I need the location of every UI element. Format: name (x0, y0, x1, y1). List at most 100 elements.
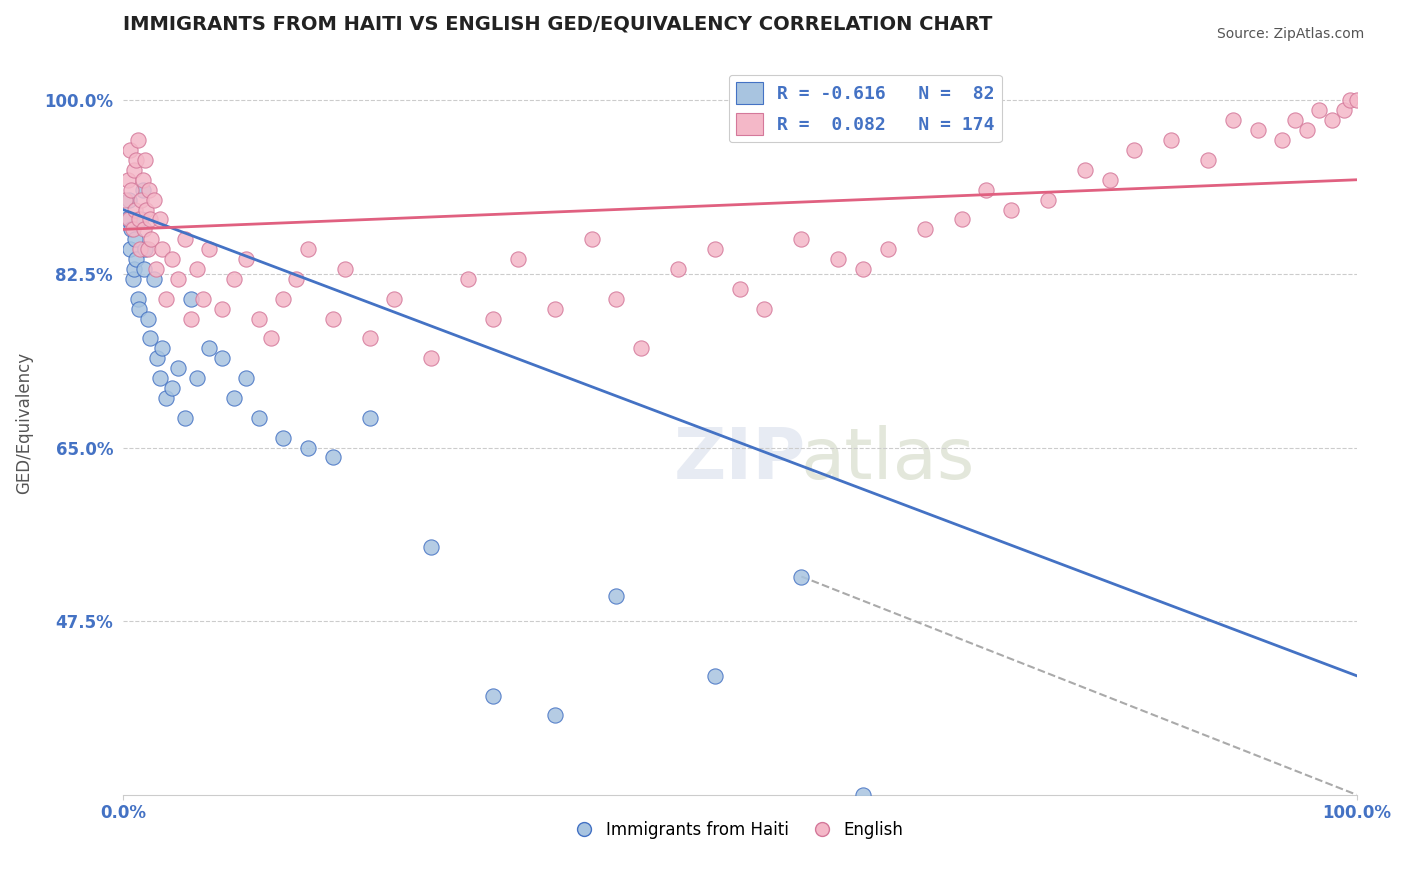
Point (876, 242, 898, 256)
Point (284, 272, 307, 286)
Point (134, 242, 156, 256)
Point (186, 262, 208, 277)
Point (1333, 103, 1355, 118)
Point (117, 173, 139, 187)
Point (135, 202, 157, 217)
Point (127, 292, 149, 306)
Point (132, 222, 155, 236)
Point (167, 361, 190, 376)
Point (124, 202, 146, 217)
Point (131, 183, 153, 197)
Point (1000, 202, 1022, 217)
Point (149, 371, 172, 385)
Point (420, 351, 443, 366)
Point (120, 143, 142, 157)
Point (247, 410, 270, 425)
Point (297, 441, 319, 455)
Point (976, 183, 998, 197)
Point (382, 292, 405, 306)
Point (139, 212, 162, 227)
Point (129, 242, 152, 256)
Point (136, 242, 159, 256)
Point (1198, 153, 1220, 167)
Y-axis label: GED/Equivalency: GED/Equivalency (15, 351, 32, 494)
Point (138, 183, 160, 197)
Point (950, 212, 973, 227)
Point (322, 311, 344, 326)
Point (121, 222, 143, 236)
Point (543, 301, 565, 316)
Point (139, 331, 162, 345)
Point (506, 252, 529, 266)
Point (134, 153, 156, 167)
Point (271, 431, 294, 445)
Point (271, 292, 294, 306)
Point (297, 242, 319, 256)
Point (180, 311, 202, 326)
Point (1247, 123, 1270, 137)
Point (191, 292, 214, 306)
Point (1222, 113, 1244, 128)
Point (180, 292, 202, 306)
Point (149, 212, 172, 227)
Point (827, 252, 849, 266)
Point (118, 212, 141, 227)
Point (121, 222, 143, 236)
Point (127, 133, 149, 147)
Text: atlas: atlas (800, 425, 974, 494)
Point (1284, 113, 1306, 128)
Point (167, 272, 190, 286)
Point (146, 351, 169, 366)
Point (198, 242, 221, 256)
Point (114, 193, 136, 207)
Point (131, 193, 153, 207)
Point (482, 311, 505, 326)
Point (1296, 123, 1319, 137)
Point (666, 262, 689, 277)
Point (1098, 173, 1121, 187)
Point (122, 262, 145, 277)
Point (457, 272, 479, 286)
Text: IMMIGRANTS FROM HAITI VS ENGLISH GED/EQUIVALENCY CORRELATION CHART: IMMIGRANTS FROM HAITI VS ENGLISH GED/EQU… (122, 15, 993, 34)
Point (122, 162, 145, 177)
Legend: Immigrants from Haiti, English: Immigrants from Haiti, English (569, 814, 910, 846)
Point (150, 242, 173, 256)
Point (247, 311, 270, 326)
Point (173, 410, 195, 425)
Point (145, 262, 167, 277)
Point (1160, 133, 1182, 147)
Point (420, 540, 443, 554)
Point (852, 262, 875, 277)
Point (235, 252, 257, 266)
Text: Source: ZipAtlas.com: Source: ZipAtlas.com (1216, 27, 1364, 41)
Point (118, 193, 141, 207)
Point (132, 262, 155, 277)
Point (142, 272, 165, 286)
Point (333, 262, 356, 277)
Point (1123, 143, 1146, 157)
Point (155, 391, 177, 405)
Point (914, 222, 936, 236)
Point (1074, 162, 1097, 177)
Point (160, 381, 183, 395)
Point (322, 450, 344, 465)
Point (235, 371, 257, 385)
Point (142, 193, 165, 207)
Point (728, 282, 751, 296)
Point (1036, 193, 1059, 207)
Point (1308, 103, 1330, 118)
Point (128, 301, 150, 316)
Point (704, 668, 727, 682)
Point (186, 371, 208, 385)
Point (359, 331, 381, 345)
Point (754, 301, 776, 316)
Point (790, 232, 813, 246)
Point (704, 242, 727, 256)
Point (1320, 113, 1343, 128)
Point (115, 212, 138, 227)
Point (222, 391, 245, 405)
Point (1346, 94, 1368, 108)
Point (1339, 94, 1361, 108)
Point (124, 232, 146, 246)
Point (121, 272, 143, 286)
